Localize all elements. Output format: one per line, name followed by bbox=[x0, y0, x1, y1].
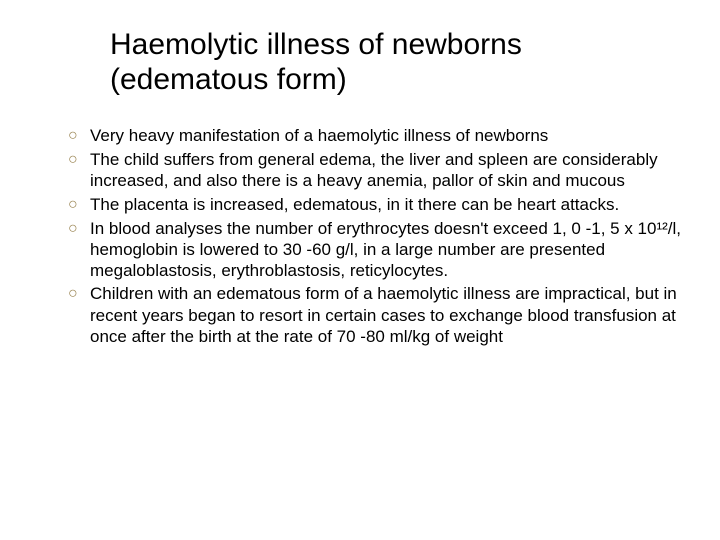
slide-title: Haemolytic illness of newborns (edematou… bbox=[110, 28, 690, 97]
title-line-1: Haemolytic illness of newborns bbox=[110, 28, 522, 61]
slide-body: ○ Very heavy manifestation of a haemolyt… bbox=[68, 125, 690, 347]
list-item: ○ Children with an edematous form of a h… bbox=[68, 283, 690, 347]
list-item-text: Very heavy manifestation of a haemolytic… bbox=[90, 125, 548, 146]
list-item-text: Children with an edematous form of a hae… bbox=[90, 283, 690, 347]
bullet-icon: ○ bbox=[68, 218, 90, 240]
bullet-icon: ○ bbox=[68, 149, 90, 171]
list-item-text: The placenta is increased, edematous, in… bbox=[90, 194, 619, 215]
list-item: ○ The placenta is increased, edematous, … bbox=[68, 194, 690, 216]
bullet-icon: ○ bbox=[68, 194, 90, 216]
list-item-text: The child suffers from general edema, th… bbox=[90, 149, 690, 192]
title-line-2: (edematous form) bbox=[110, 63, 347, 96]
list-item: ○ In blood analyses the number of erythr… bbox=[68, 218, 690, 282]
bullet-icon: ○ bbox=[68, 283, 90, 305]
list-item-text: In blood analyses the number of erythroc… bbox=[90, 218, 690, 282]
slide: Haemolytic illness of newborns (edematou… bbox=[0, 0, 720, 540]
bullet-icon: ○ bbox=[68, 125, 90, 147]
list-item: ○ The child suffers from general edema, … bbox=[68, 149, 690, 192]
list-item: ○ Very heavy manifestation of a haemolyt… bbox=[68, 125, 690, 147]
